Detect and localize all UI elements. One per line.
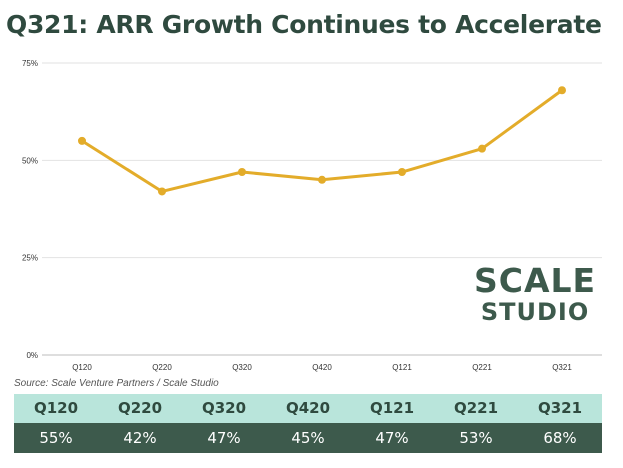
- table-header-row: Q120 Q220 Q320 Q420 Q121 Q221 Q321: [14, 394, 602, 423]
- table-header-cell: Q321: [537, 399, 583, 417]
- x-tick-label: Q120: [72, 363, 92, 372]
- logo-line-1: SCALE: [474, 261, 597, 300]
- data-point: [558, 86, 566, 95]
- line-chart: 0% 25% 50% 75% Q120 Q220 Q320 Q420 Q121 Q221 Q321: [22, 59, 602, 372]
- table-value-cell: 55%: [39, 429, 73, 447]
- table-header-cell: Q121: [369, 399, 415, 417]
- table-value-cell: 47%: [207, 429, 241, 447]
- table-header-cell: Q320: [201, 399, 247, 417]
- x-tick-label: Q321: [552, 363, 572, 372]
- table-value-cell: 53%: [459, 429, 493, 447]
- y-tick-label: 50%: [22, 156, 38, 165]
- data-point: [158, 187, 166, 196]
- chart-title: Q321: ARR Growth Continues to Accelerate: [6, 10, 602, 39]
- data-point: [238, 168, 246, 177]
- data-point: [398, 168, 406, 177]
- table-value-cell: 42%: [123, 429, 157, 447]
- data-point: [478, 144, 486, 153]
- x-tick-label: Q121: [392, 363, 412, 372]
- data-point: [78, 136, 86, 145]
- table-values-row: 55% 42% 47% 45% 47% 53% 68%: [14, 423, 602, 453]
- x-tick-label: Q420: [312, 363, 332, 372]
- table-value-cell: 68%: [543, 429, 577, 447]
- y-tick-label: 75%: [22, 59, 38, 68]
- scale-studio-logo: SCALE STUDIO: [474, 261, 597, 327]
- x-tick-label: Q220: [152, 363, 172, 372]
- data-point: [318, 175, 326, 184]
- table-header-cell: Q120: [33, 399, 79, 417]
- y-tick-label: 0%: [26, 351, 38, 360]
- logo-line-2: STUDIO: [480, 298, 590, 326]
- table-header-cell: Q220: [117, 399, 163, 417]
- table-value-cell: 47%: [375, 429, 409, 447]
- x-tick-label: Q320: [232, 363, 252, 372]
- source-note: Source: Scale Venture Partners / Scale S…: [14, 378, 219, 389]
- table-value-cell: 45%: [291, 429, 325, 447]
- data-table: Q120 Q220 Q320 Q420 Q121 Q221 Q321 55% 42% 47% 45…: [14, 394, 602, 453]
- table-header-cell: Q420: [285, 399, 331, 417]
- y-tick-label: 25%: [22, 254, 38, 263]
- table-header-cell: Q221: [453, 399, 499, 417]
- x-tick-label: Q221: [472, 363, 492, 372]
